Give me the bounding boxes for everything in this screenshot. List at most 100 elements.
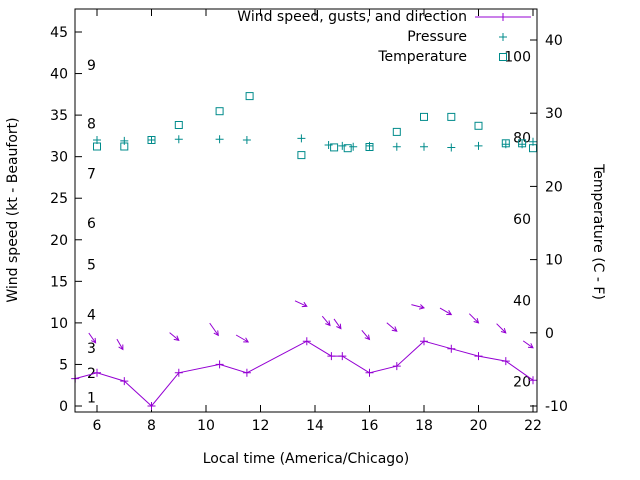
wind-direction-arrow (209, 322, 219, 337)
temperature-marker (297, 151, 306, 160)
temperature-marker (501, 139, 510, 148)
x-tick-label: 6 (93, 418, 102, 434)
pressure-marker (297, 134, 306, 143)
wind-point-marker (302, 337, 311, 346)
pressure-marker (474, 141, 483, 150)
temperature-marker (518, 139, 527, 148)
x-tick-label: 20 (470, 418, 488, 434)
fahrenheit-label: 40 (513, 293, 531, 309)
wind-direction-arrow (321, 315, 331, 327)
temperature-marker (120, 142, 129, 151)
wind-direction-arrow (522, 340, 534, 349)
right-axis-title: Temperature (C - F) (590, 163, 606, 300)
axes-layer: 6 8 10 12 14 16 18 20 22051015202530354045-10010… (50, 9, 568, 434)
temperature-marker (330, 143, 339, 152)
pressure-marker (242, 136, 251, 144)
wind-direction-arrow (169, 332, 180, 341)
wind-point-marker (174, 368, 183, 377)
wind-direction-arrow (116, 338, 124, 351)
right-tick-label: 40 (545, 33, 563, 49)
left-tick-label: 0 (59, 399, 68, 415)
wind-point-marker (215, 360, 224, 369)
wind-direction-arrow (468, 313, 480, 324)
right-tick-label: 30 (545, 106, 563, 122)
pressure-marker (174, 135, 183, 144)
legend-sample-wind-marker (499, 13, 507, 21)
wind-direction-arrow (411, 304, 426, 310)
x-tick-label: 16 (361, 418, 379, 434)
plot-border (74, 8, 538, 413)
legend-label-pressure: Pressure (407, 29, 467, 45)
temperature-marker (245, 92, 254, 101)
pressure-marker (420, 142, 428, 151)
left-tick-label: 30 (50, 150, 68, 166)
legend-sample-pressure-marker (499, 33, 507, 41)
series-layer (71, 92, 537, 410)
wind-direction-arrow (386, 322, 398, 332)
right-tick-label: 0 (545, 326, 554, 342)
fahrenheit-label: 80 (513, 131, 531, 147)
wind-point-marker (392, 362, 401, 371)
legend-label-wind: Wind speed, gusts, and direction (237, 9, 467, 25)
pressure-marker (338, 141, 347, 150)
wind-point-marker (147, 402, 156, 410)
temperature-marker (215, 107, 224, 116)
x-tick-label: 18 (415, 418, 433, 434)
wind-direction-arrow (496, 323, 507, 334)
pressure-marker (324, 141, 333, 149)
beaufort-label: 6 (87, 216, 96, 232)
beaufort-label: 4 (87, 308, 96, 324)
fahrenheit-label: 100 (504, 49, 531, 65)
right-tick-label: -10 (545, 399, 568, 415)
pressure-marker (349, 142, 358, 151)
x-axis-title: Local time (America/Chicago) (203, 451, 409, 467)
beaufort-label: 2 (87, 366, 96, 382)
wind-point-marker (365, 368, 374, 377)
wind-direction-arrow (235, 334, 250, 343)
wind-point-marker (338, 352, 347, 361)
temperature-marker (420, 112, 428, 121)
left-tick-label: 45 (50, 25, 68, 41)
temperature-marker (174, 121, 183, 129)
x-tick-label: 22 (524, 418, 542, 434)
beaufort-label: 7 (87, 166, 96, 182)
temperature-marker (147, 136, 156, 144)
wind-point-marker (327, 352, 336, 361)
wind-point-marker (447, 344, 456, 353)
right-tick-label: 20 (545, 179, 563, 195)
left-tick-label: 10 (50, 316, 68, 332)
pressure-marker (120, 136, 129, 145)
temperature-marker (365, 143, 374, 151)
beaufort-label: 9 (87, 58, 96, 74)
x-tick-label: 12 (252, 418, 270, 434)
temperature-marker (392, 127, 401, 136)
temperature-marker (474, 121, 483, 130)
wind-point-marker (501, 357, 510, 366)
left-tick-label: 20 (50, 233, 68, 249)
right-tick-label: 10 (545, 253, 563, 269)
pressure-marker (147, 136, 156, 144)
beaufort-label: 3 (87, 341, 96, 357)
wind-point-marker (420, 337, 428, 346)
legend-label-temperature: Temperature (377, 49, 467, 65)
left-axis-title: Wind speed (kt - Beaufort) (5, 117, 21, 302)
wind-direction-arrow (333, 318, 342, 330)
beaufort-label: 1 (87, 391, 96, 407)
legend-sample-temperature-marker (499, 53, 507, 61)
x-tick-label: 10 (197, 418, 215, 434)
fahrenheit-label: 60 (513, 212, 531, 228)
legend: Wind speed, gusts, and direction Pressur… (237, 9, 531, 65)
wind-direction-arrow (361, 329, 371, 341)
x-tick-label: 14 (306, 418, 324, 434)
x-tick-label: 8 (147, 418, 156, 434)
wind-point-marker (93, 368, 101, 377)
wind-point-marker (529, 376, 537, 385)
temperature-marker (343, 144, 352, 153)
pressure-marker (447, 143, 456, 152)
pressure-marker (215, 135, 224, 144)
wind-direction-arrow (294, 300, 308, 308)
wind-direction-arrow (439, 307, 453, 316)
